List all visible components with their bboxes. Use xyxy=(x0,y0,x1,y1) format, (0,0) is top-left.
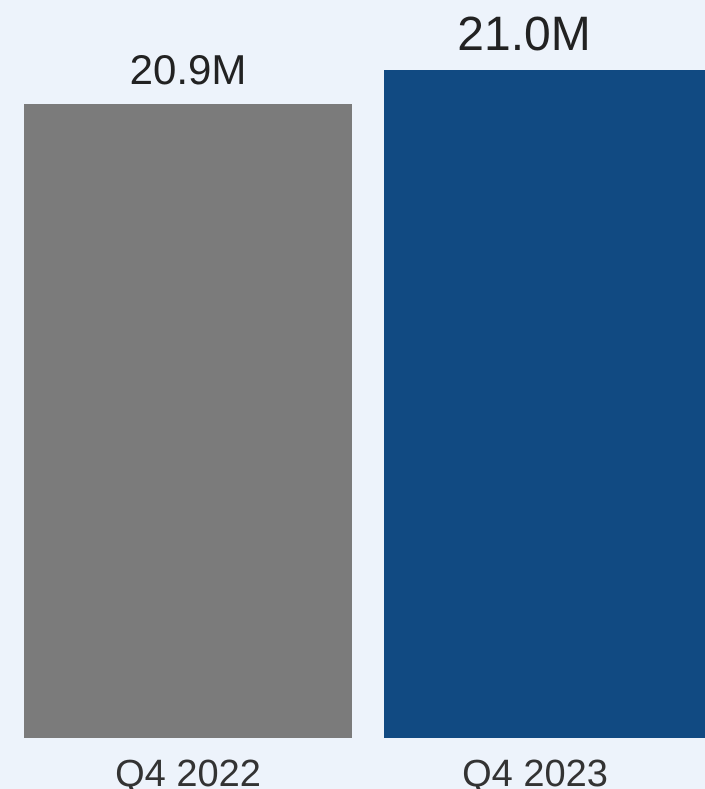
category-tick-label: Q4 2023 xyxy=(462,753,608,789)
bar-q4-2023 xyxy=(384,70,705,738)
data-label: 21.0M xyxy=(457,8,590,61)
bar-q4-2022 xyxy=(24,104,352,738)
category-tick-label: Q4 2022 xyxy=(115,753,261,789)
value-labels-group: 20.9M 21.0M xyxy=(130,8,591,93)
bars-group xyxy=(24,70,705,738)
category-labels-group: Q4 2022 Q4 2023 xyxy=(115,753,608,789)
data-label: 20.9M xyxy=(130,46,247,93)
